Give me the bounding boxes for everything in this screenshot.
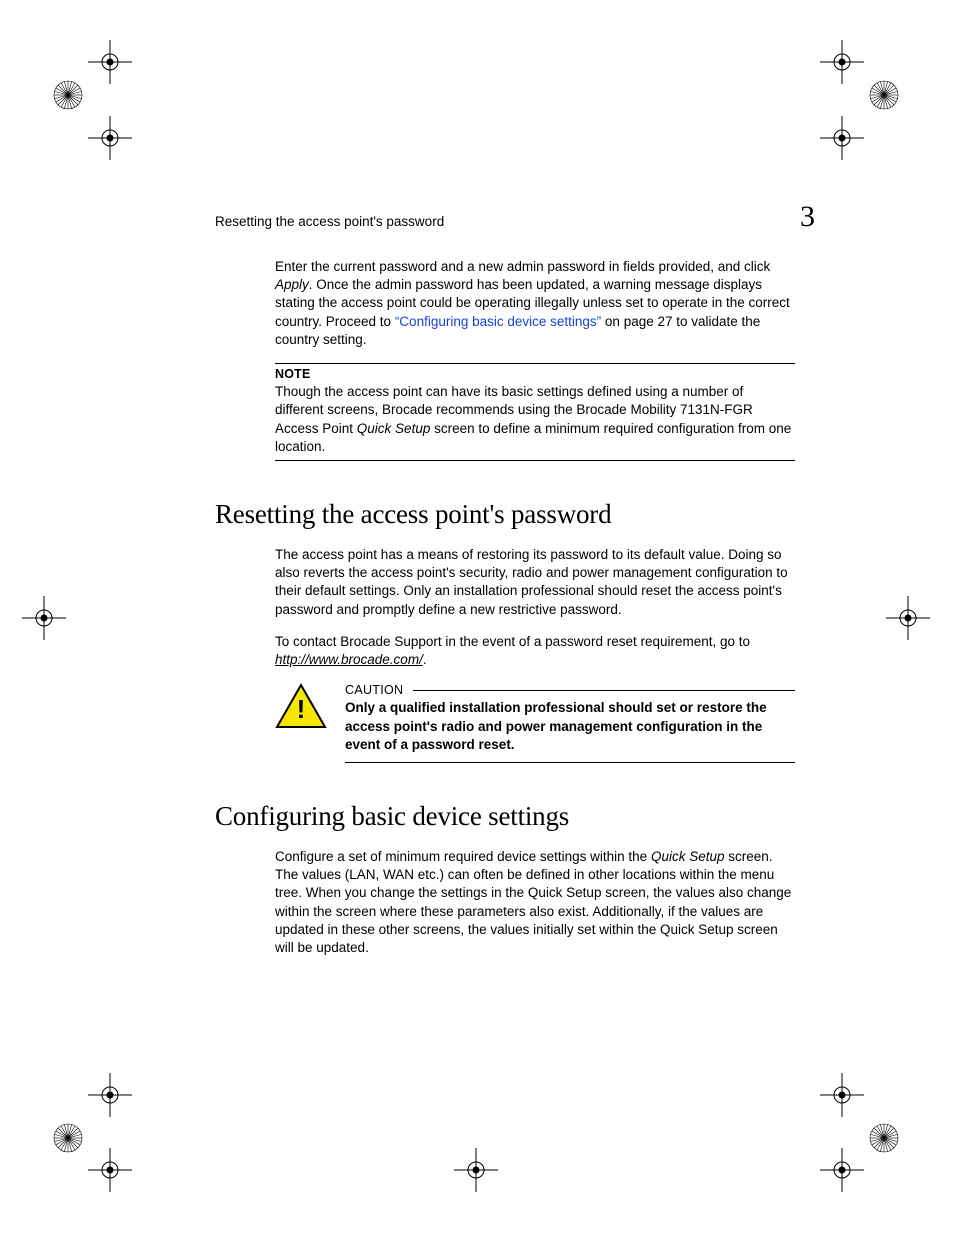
apply-label: Apply <box>275 277 309 292</box>
section2-p1: Configure a set of minimum required devi… <box>275 848 795 957</box>
intro-paragraph: Enter the current password and a new adm… <box>275 258 795 349</box>
quick-setup-label: Quick Setup <box>651 849 725 864</box>
brocade-link[interactable]: http://www.brocade.com/ <box>275 652 423 667</box>
crosshair-icon <box>886 596 930 640</box>
caution-block: ! CAUTION Only a qualified installation … <box>275 683 795 763</box>
note-label: NOTE <box>275 367 795 381</box>
burst-icon <box>53 80 83 110</box>
section1-p2: To contact Brocade Support in the event … <box>275 633 795 669</box>
note-text: Though the access point can have its bas… <box>275 383 795 456</box>
caution-body: CAUTION Only a qualified installation pr… <box>345 683 795 763</box>
crosshair-icon <box>820 1148 864 1192</box>
rule <box>275 460 795 461</box>
section1-p1: The access point has a means of restorin… <box>275 546 795 619</box>
xref-link[interactable]: “Configuring basic device settings” <box>395 314 601 329</box>
text: screen. The values (LAN, WAN etc.) can o… <box>275 849 791 955</box>
crosshair-icon <box>88 1073 132 1117</box>
caution-label: CAUTION <box>345 683 403 697</box>
note-block: NOTE Though the access point can have it… <box>275 363 795 461</box>
crosshair-icon <box>88 40 132 84</box>
section-heading-reset: Resetting the access point's password <box>215 499 795 530</box>
page-header: Resetting the access point's password 3 <box>215 200 815 234</box>
crosshair-icon <box>454 1148 498 1192</box>
crosshair-icon <box>88 1148 132 1192</box>
page: Resetting the access point's password 3 … <box>0 0 954 1235</box>
text: Enter the current password and a new adm… <box>275 259 770 274</box>
rule <box>413 690 795 691</box>
caution-icon: ! <box>275 683 327 734</box>
crosshair-icon <box>88 116 132 160</box>
crosshair-icon <box>820 116 864 160</box>
text: To contact Brocade Support in the event … <box>275 634 750 649</box>
text: Configure a set of minimum required devi… <box>275 849 651 864</box>
crosshair-icon <box>820 1073 864 1117</box>
rule <box>275 363 795 364</box>
rule <box>345 762 795 763</box>
caution-text: Only a qualified installation profession… <box>345 699 795 754</box>
crosshair-icon <box>22 596 66 640</box>
svg-text:!: ! <box>297 694 306 724</box>
running-title: Resetting the access point's password <box>215 214 444 229</box>
burst-icon <box>869 80 899 110</box>
content: Enter the current password and a new adm… <box>215 258 795 971</box>
burst-icon <box>869 1123 899 1153</box>
section-heading-config: Configuring basic device settings <box>215 801 795 832</box>
chapter-number: 3 <box>800 200 815 234</box>
burst-icon <box>53 1123 83 1153</box>
quick-setup-label: Quick Setup <box>357 421 431 436</box>
crosshair-icon <box>820 40 864 84</box>
text: . <box>423 652 427 667</box>
